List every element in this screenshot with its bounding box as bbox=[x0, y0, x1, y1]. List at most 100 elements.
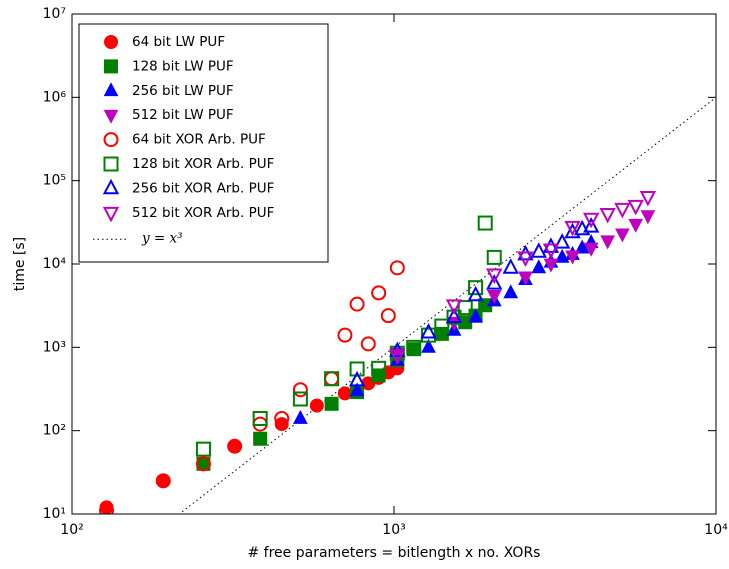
data-point bbox=[600, 235, 615, 250]
data-point bbox=[337, 386, 352, 401]
data-point bbox=[640, 210, 656, 225]
legend-marker bbox=[104, 59, 118, 74]
data-point bbox=[406, 339, 422, 355]
data-point bbox=[583, 212, 600, 229]
data-point bbox=[253, 431, 268, 446]
data-point bbox=[543, 258, 559, 273]
x-tick-label: 10² bbox=[60, 522, 83, 538]
data-point bbox=[360, 336, 376, 352]
data-point bbox=[421, 327, 437, 343]
data-point bbox=[389, 345, 405, 361]
legend-label: 64 bit LW PUF bbox=[132, 34, 225, 50]
legend-label: 128 bit LW PUF bbox=[132, 58, 234, 74]
y-tick-label: 10¹ bbox=[43, 506, 66, 522]
data-point bbox=[348, 370, 366, 387]
data-point bbox=[309, 398, 324, 413]
y-axis-label: time [s] bbox=[12, 237, 28, 291]
data-point bbox=[195, 441, 211, 457]
x-tick-label: 10⁴ bbox=[704, 522, 728, 538]
data-point bbox=[486, 290, 502, 304]
data-point bbox=[337, 327, 353, 343]
data-point bbox=[615, 228, 630, 243]
data-point bbox=[445, 299, 463, 315]
y-tick-label: 10⁶ bbox=[43, 89, 67, 105]
data-point bbox=[292, 382, 308, 398]
y-tick-label: 10⁷ bbox=[43, 6, 66, 22]
data-point bbox=[503, 284, 519, 299]
data-point bbox=[349, 361, 365, 377]
data-point bbox=[542, 237, 560, 253]
data-point bbox=[627, 199, 644, 216]
data-point bbox=[486, 268, 503, 285]
legend-label: 64 bit XOR Arb. PUF bbox=[132, 132, 266, 148]
data-point bbox=[477, 215, 493, 231]
legend-label: y = x³ bbox=[141, 231, 183, 247]
plot-area bbox=[99, 96, 716, 514]
data-point bbox=[468, 280, 484, 296]
data-point bbox=[292, 391, 308, 407]
data-point bbox=[457, 300, 473, 316]
data-point bbox=[486, 249, 502, 265]
legend-marker bbox=[102, 178, 120, 195]
data-point bbox=[468, 308, 483, 323]
data-point bbox=[434, 318, 450, 334]
legend-label: 128 bit XOR Arb. PUF bbox=[132, 156, 274, 172]
legend-marker bbox=[103, 109, 119, 124]
data-point bbox=[518, 271, 533, 286]
data-point bbox=[324, 396, 339, 411]
x-tick-label: 10³ bbox=[382, 522, 405, 538]
legend-marker bbox=[103, 156, 119, 172]
data-point bbox=[420, 323, 437, 339]
data-point bbox=[371, 360, 387, 376]
data-point bbox=[628, 218, 644, 233]
data-point bbox=[564, 220, 581, 237]
data-point bbox=[421, 338, 436, 353]
data-point bbox=[99, 503, 115, 514]
data-point bbox=[324, 371, 340, 387]
data-point bbox=[349, 382, 365, 397]
legend-box bbox=[78, 23, 329, 263]
data-point bbox=[599, 207, 616, 224]
data-point bbox=[583, 242, 599, 257]
data-point bbox=[227, 438, 243, 454]
data-point bbox=[155, 473, 171, 489]
data-point bbox=[195, 456, 211, 472]
data-point bbox=[389, 349, 406, 366]
legend-label: 256 bit LW PUF bbox=[132, 83, 234, 99]
y-tick-label: 10³ bbox=[43, 339, 66, 355]
legend-marker bbox=[103, 132, 119, 148]
data-point bbox=[564, 222, 581, 239]
data-point bbox=[614, 202, 631, 219]
data-point bbox=[531, 259, 547, 274]
data-point bbox=[467, 285, 484, 302]
legend-marker bbox=[104, 35, 118, 49]
data-point bbox=[389, 260, 405, 276]
data-point bbox=[502, 258, 519, 274]
data-point bbox=[349, 296, 365, 312]
legend-label: 256 bit XOR Arb. PUF bbox=[132, 180, 274, 196]
legend-label: 512 bit XOR Arb. PUF bbox=[132, 205, 274, 221]
data-point bbox=[274, 410, 290, 426]
legend-label: 512 bit LW PUF bbox=[132, 107, 234, 123]
data-point bbox=[530, 242, 547, 258]
data-point bbox=[565, 250, 580, 265]
data-point bbox=[324, 371, 340, 387]
y-tick-label: 10⁵ bbox=[43, 173, 66, 189]
data-point bbox=[371, 285, 387, 301]
data-point bbox=[553, 233, 571, 249]
data-point bbox=[293, 409, 308, 424]
y-tick-label: 10⁴ bbox=[43, 256, 67, 272]
data-point bbox=[542, 243, 560, 259]
data-point bbox=[252, 410, 268, 426]
data-point bbox=[554, 248, 570, 263]
data-point bbox=[434, 326, 449, 341]
data-point bbox=[639, 190, 657, 207]
y-tick-label: 10² bbox=[43, 423, 66, 439]
data-point bbox=[445, 307, 463, 324]
data-point bbox=[380, 308, 396, 324]
data-point bbox=[517, 251, 534, 268]
legend-marker bbox=[103, 82, 119, 97]
x-axis-label: # free parameters = bitlength x no. XORs bbox=[248, 545, 541, 561]
legend-marker bbox=[102, 206, 120, 223]
